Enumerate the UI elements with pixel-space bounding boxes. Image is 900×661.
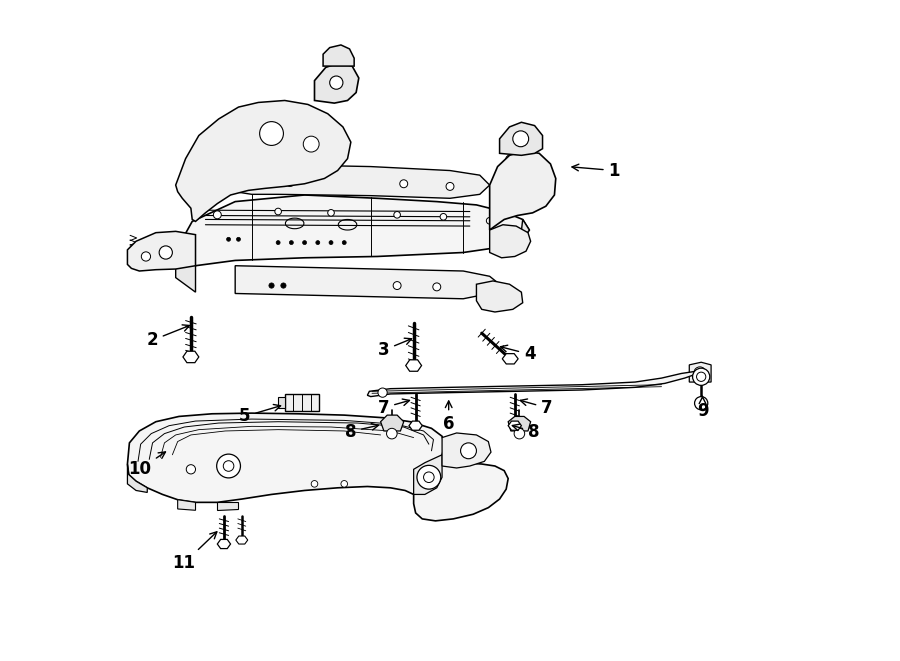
Polygon shape xyxy=(476,281,523,312)
Polygon shape xyxy=(414,455,442,494)
Circle shape xyxy=(417,465,441,489)
Polygon shape xyxy=(508,416,531,431)
Circle shape xyxy=(695,397,707,410)
Polygon shape xyxy=(128,231,195,271)
Circle shape xyxy=(227,237,230,241)
Text: 5: 5 xyxy=(238,405,281,426)
Text: 10: 10 xyxy=(128,452,166,479)
Circle shape xyxy=(281,283,286,288)
Circle shape xyxy=(316,241,320,245)
Circle shape xyxy=(461,443,476,459)
Polygon shape xyxy=(183,351,199,363)
Circle shape xyxy=(493,288,506,301)
Text: 3: 3 xyxy=(378,338,411,360)
Polygon shape xyxy=(689,362,711,382)
Circle shape xyxy=(514,428,525,439)
Circle shape xyxy=(329,241,333,245)
Circle shape xyxy=(424,472,434,483)
Circle shape xyxy=(394,212,400,218)
Circle shape xyxy=(378,388,387,397)
Circle shape xyxy=(697,372,706,381)
Circle shape xyxy=(302,241,307,245)
Circle shape xyxy=(386,428,397,439)
Circle shape xyxy=(269,283,274,288)
Polygon shape xyxy=(323,45,355,66)
Text: 4: 4 xyxy=(500,345,536,364)
Circle shape xyxy=(186,465,195,474)
Polygon shape xyxy=(278,397,284,408)
Circle shape xyxy=(328,210,334,216)
Text: 8: 8 xyxy=(345,422,378,441)
Circle shape xyxy=(433,283,441,291)
Circle shape xyxy=(290,241,293,245)
Text: 2: 2 xyxy=(146,325,190,350)
Polygon shape xyxy=(128,413,508,521)
Polygon shape xyxy=(217,539,230,549)
Circle shape xyxy=(506,155,516,165)
Circle shape xyxy=(217,454,240,478)
Circle shape xyxy=(284,176,295,186)
Circle shape xyxy=(514,169,532,188)
Polygon shape xyxy=(176,195,529,266)
Polygon shape xyxy=(519,219,529,248)
Polygon shape xyxy=(490,225,531,258)
Polygon shape xyxy=(324,279,361,291)
Text: 11: 11 xyxy=(173,532,217,572)
Polygon shape xyxy=(235,164,490,198)
Polygon shape xyxy=(176,251,195,292)
Circle shape xyxy=(341,481,347,487)
Circle shape xyxy=(440,214,446,220)
Polygon shape xyxy=(367,371,698,397)
Circle shape xyxy=(486,217,493,224)
Text: 9: 9 xyxy=(697,397,708,420)
Text: 8: 8 xyxy=(512,422,539,441)
Text: 6: 6 xyxy=(443,401,454,434)
Circle shape xyxy=(141,252,150,261)
Circle shape xyxy=(237,237,240,241)
Polygon shape xyxy=(177,500,195,510)
Circle shape xyxy=(259,122,284,145)
Text: 7: 7 xyxy=(378,399,410,417)
Circle shape xyxy=(213,211,221,219)
Polygon shape xyxy=(217,502,239,510)
Text: 1: 1 xyxy=(572,161,620,180)
Circle shape xyxy=(393,282,401,290)
Circle shape xyxy=(223,461,234,471)
Polygon shape xyxy=(490,151,556,230)
Polygon shape xyxy=(235,266,500,299)
Polygon shape xyxy=(442,433,491,468)
Circle shape xyxy=(329,76,343,89)
Polygon shape xyxy=(409,421,422,430)
Polygon shape xyxy=(128,464,148,492)
Circle shape xyxy=(303,136,320,152)
Circle shape xyxy=(342,241,346,245)
Circle shape xyxy=(693,368,710,385)
Circle shape xyxy=(400,180,408,188)
Polygon shape xyxy=(314,63,359,103)
Circle shape xyxy=(159,246,173,259)
Polygon shape xyxy=(406,360,421,371)
Circle shape xyxy=(446,182,454,190)
Circle shape xyxy=(276,241,280,245)
Polygon shape xyxy=(502,354,518,364)
Text: 7: 7 xyxy=(520,399,553,417)
Polygon shape xyxy=(284,394,319,411)
Circle shape xyxy=(694,367,706,379)
Polygon shape xyxy=(508,421,521,430)
Circle shape xyxy=(513,131,528,147)
Polygon shape xyxy=(381,415,404,431)
Polygon shape xyxy=(236,536,248,544)
Circle shape xyxy=(511,237,521,247)
Polygon shape xyxy=(500,122,543,155)
Circle shape xyxy=(274,208,282,215)
Polygon shape xyxy=(176,100,351,221)
Circle shape xyxy=(311,481,318,487)
